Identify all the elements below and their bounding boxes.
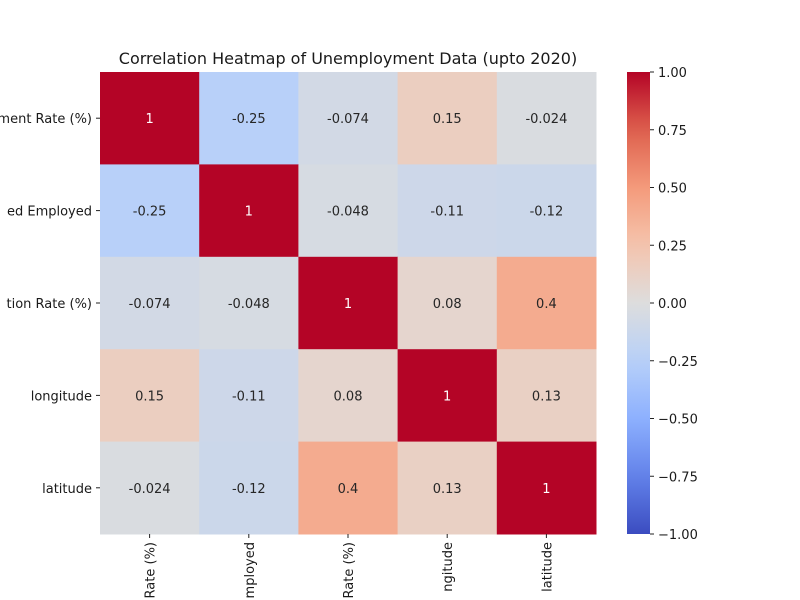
column-tick-label: ngitude bbox=[441, 542, 456, 592]
cell-value-label: -0.25 bbox=[232, 112, 266, 127]
cell-value-label: 0.13 bbox=[433, 482, 462, 497]
cell-value-label: 1 bbox=[145, 112, 153, 127]
cell-value-label: 1 bbox=[443, 389, 451, 404]
cell-value-label: 1 bbox=[542, 482, 550, 497]
column-tick-label: mployed bbox=[243, 542, 258, 598]
cell-value-label: 1 bbox=[245, 205, 253, 220]
heatmap-cell bbox=[496, 441, 597, 535]
cell-value-label: 0.4 bbox=[536, 297, 557, 312]
heatmap-cell-labels: 1 -0.25 -0.074 0.15 -0.024 -0.25 1 -0.048 -0.11 -… bbox=[129, 112, 568, 497]
heatmap-cell bbox=[298, 349, 399, 443]
cell-value-label: 1 bbox=[344, 297, 352, 312]
heatmap-cell bbox=[199, 349, 299, 443]
cell-value-label: -0.11 bbox=[232, 389, 266, 404]
colorbar-tick-label: 0.75 bbox=[658, 124, 687, 139]
heatmap-cell bbox=[397, 164, 498, 258]
heatmap-cell bbox=[298, 164, 399, 258]
cell-value-label: -0.074 bbox=[327, 112, 369, 127]
heatmap-cell bbox=[496, 164, 597, 258]
row-tick-label: ment Rate (%) bbox=[0, 112, 92, 127]
row-tick-label: latitude bbox=[42, 482, 92, 497]
cell-value-label: -0.048 bbox=[327, 205, 369, 220]
chart-title: Correlation Heatmap of Unemployment Data… bbox=[119, 49, 577, 68]
heatmap-cell bbox=[199, 72, 299, 165]
heatmap-cell bbox=[100, 164, 200, 258]
heatmap-cell bbox=[496, 72, 597, 165]
cell-value-label: 0.08 bbox=[334, 389, 363, 404]
heatmap-cell bbox=[100, 256, 200, 350]
heatmap-cell bbox=[100, 441, 200, 535]
heatmap-cell bbox=[298, 256, 399, 350]
heatmap-cell bbox=[100, 72, 200, 165]
column-tick-label: latitude bbox=[540, 542, 555, 592]
cell-value-label: 0.08 bbox=[433, 297, 462, 312]
row-tick-labels: ment Rate (%) ed Employed tion Rate (%) lon… bbox=[0, 112, 100, 497]
column-tick-label: Rate (%) bbox=[144, 542, 159, 598]
colorbar-tick-label: −1.00 bbox=[658, 528, 698, 543]
cell-value-label: 0.15 bbox=[433, 112, 462, 127]
colorbar-tick-label: −0.50 bbox=[658, 413, 698, 428]
cell-value-label: -0.25 bbox=[133, 205, 167, 220]
heatmap-cell bbox=[100, 349, 200, 443]
row-tick-label: ed Employed bbox=[7, 205, 92, 220]
colorbar-tick-label: 1.00 bbox=[658, 66, 687, 81]
column-tick-label: Rate (%) bbox=[342, 542, 357, 598]
heatmap-cell bbox=[397, 72, 498, 165]
cell-value-label: -0.024 bbox=[525, 112, 567, 127]
heatmap-cell bbox=[397, 349, 498, 443]
cell-value-label: 0.13 bbox=[532, 389, 561, 404]
cell-value-label: 0.4 bbox=[338, 482, 359, 497]
heatmap-cell bbox=[496, 349, 597, 443]
heatmap-cell bbox=[496, 256, 597, 350]
colorbar-tick-label: 0.25 bbox=[658, 239, 687, 254]
heatmap-cell bbox=[397, 441, 498, 535]
heatmap-cell bbox=[298, 441, 399, 535]
heatmap-cell bbox=[199, 164, 299, 258]
colorbar-tick-label: 0.00 bbox=[658, 297, 687, 312]
cell-value-label: -0.12 bbox=[530, 205, 564, 220]
column-tick-labels: Rate (%) mployed Rate (%) ngitude latitude bbox=[144, 534, 555, 598]
colorbar-tick-label: −0.75 bbox=[658, 470, 698, 485]
heatmap-cell bbox=[397, 256, 498, 350]
cell-value-label: -0.024 bbox=[129, 482, 171, 497]
colorbar: 1.00 0.75 0.50 0.25 0.00 −0.25 −0.50 −0.75 −1.00 bbox=[627, 66, 698, 543]
heatmap-cell bbox=[199, 441, 299, 535]
row-tick-label: tion Rate (%) bbox=[7, 297, 92, 312]
cell-value-label: 0.15 bbox=[135, 389, 164, 404]
cell-value-label: -0.12 bbox=[232, 482, 266, 497]
row-tick-label: longitude bbox=[31, 389, 92, 404]
cell-value-label: -0.11 bbox=[430, 205, 464, 220]
colorbar-tick-label: −0.25 bbox=[658, 355, 698, 370]
heatmap-cell bbox=[298, 72, 399, 165]
colorbar-tick-label: 0.50 bbox=[658, 182, 687, 197]
heatmap-cells bbox=[100, 72, 597, 535]
cell-value-label: -0.074 bbox=[129, 297, 171, 312]
colorbar-gradient bbox=[627, 72, 650, 534]
cell-value-label: -0.048 bbox=[228, 297, 270, 312]
heatmap-cell bbox=[199, 256, 299, 350]
